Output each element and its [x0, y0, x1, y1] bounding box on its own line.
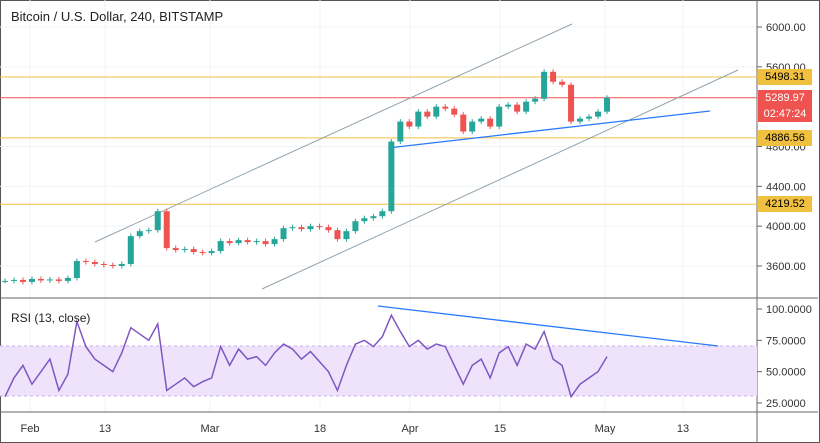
candle: [55, 279, 62, 281]
candle: [244, 240, 251, 243]
candle: [190, 249, 197, 253]
candle: [2, 280, 8, 282]
candle: [361, 218, 368, 222]
rsi-title: RSI (13, close): [11, 311, 91, 325]
time-label: Apr: [401, 423, 418, 435]
candle: [406, 121, 413, 127]
candle: [64, 277, 71, 281]
candle: [451, 108, 458, 115]
candle: [559, 81, 566, 85]
candle: [343, 231, 350, 240]
time-label: 13: [677, 423, 689, 435]
candle: [442, 106, 449, 109]
candle: [298, 227, 305, 230]
candle: [28, 278, 35, 282]
candle: [478, 118, 485, 122]
candle: [532, 98, 539, 102]
candle: [163, 211, 170, 249]
candle: [379, 211, 386, 217]
candle: [469, 121, 476, 132]
candle: [505, 104, 512, 107]
channel-lower-line[interactable]: [261, 69, 739, 290]
candle: [10, 279, 17, 281]
candle: [145, 230, 152, 232]
candle: [127, 236, 134, 265]
candle: [541, 71, 548, 99]
candle: [433, 106, 440, 117]
rsi-tick-label: 100.0000: [766, 304, 812, 316]
candle: [181, 249, 188, 251]
candle: [154, 211, 161, 231]
candle: [604, 97, 610, 112]
candle: [397, 121, 404, 142]
candle: [577, 118, 584, 122]
candle: [307, 226, 314, 230]
chart-title: Bitcoin / U.S. Dollar, 240, BITSTAMP: [11, 9, 224, 24]
candle: [523, 101, 530, 112]
candle: [226, 241, 233, 244]
time-label: 18: [314, 423, 326, 435]
candle: [496, 106, 503, 127]
candle: [118, 264, 125, 266]
candle: [334, 230, 341, 240]
price-tick-label: 4000.00: [766, 221, 806, 233]
candle: [109, 264, 116, 266]
candle: [595, 111, 602, 117]
rsi-trendline[interactable]: [377, 305, 719, 347]
candle: [352, 221, 359, 232]
price-tick-label: 3600.00: [766, 261, 806, 273]
price-level-tag: 5289.97: [758, 89, 812, 106]
countdown-tag: 02:47:24: [758, 105, 812, 122]
candle: [19, 279, 26, 282]
time-label: Mar: [201, 423, 220, 435]
rsi-tick-label: 75.0000: [766, 335, 806, 347]
candle: [199, 252, 206, 254]
candle: [262, 241, 269, 245]
candle: [253, 241, 260, 243]
candle: [91, 262, 98, 265]
rsi-tick-label: 50.0000: [766, 367, 806, 379]
candle: [316, 226, 323, 228]
support-trendline[interactable]: [387, 110, 711, 149]
candle: [136, 231, 143, 237]
candle: [100, 264, 107, 266]
candle: [325, 227, 332, 231]
time-label: 15: [494, 423, 506, 435]
price-tick-label: 6000.00: [766, 22, 806, 34]
price-tick-label: 4400.00: [766, 181, 806, 193]
candle: [370, 216, 377, 219]
rsi-tick-label: 25.0000: [766, 398, 806, 410]
time-label: Feb: [21, 423, 40, 435]
candle: [388, 141, 395, 212]
rsi-band: [0, 346, 757, 396]
candle: [424, 111, 431, 117]
candle: [514, 104, 521, 112]
candle: [271, 239, 278, 245]
candle: [550, 71, 557, 82]
candle: [460, 114, 467, 132]
candle: [415, 111, 422, 127]
candle: [73, 261, 80, 278]
time-label: May: [595, 423, 616, 435]
candle: [586, 116, 593, 119]
candle: [37, 278, 44, 281]
price-level-tag: 4886.56: [758, 129, 812, 146]
candle: [172, 248, 179, 251]
price-level-tag: 4219.52: [758, 196, 812, 213]
candle: [289, 227, 296, 229]
candle: [208, 251, 215, 254]
candle: [235, 240, 242, 244]
price-level-tag: 5498.31: [758, 68, 812, 85]
candle: [46, 279, 53, 281]
candle: [280, 228, 287, 240]
candle: [217, 241, 224, 252]
channel-upper-line[interactable]: [94, 23, 573, 243]
time-label: 13: [99, 423, 111, 435]
rsi-line: [4, 313, 608, 399]
candle: [568, 84, 575, 122]
candle: [82, 261, 89, 263]
candle: [487, 118, 494, 127]
